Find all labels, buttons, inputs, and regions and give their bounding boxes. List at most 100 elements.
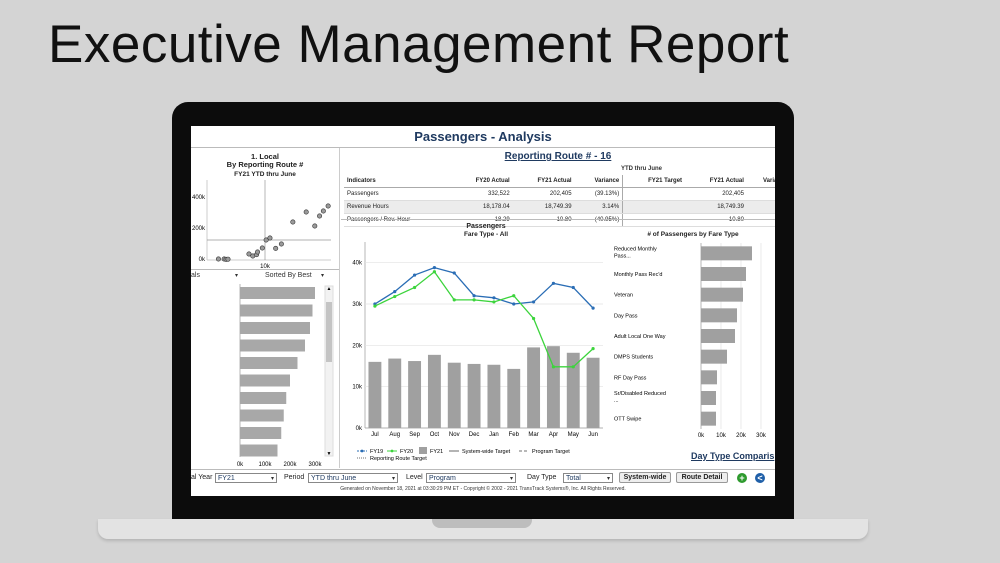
fy19-point	[512, 302, 516, 306]
fy19-point	[571, 285, 575, 290]
combo-chart: 0k 10k 20k 30k 40k Jul Aug Sep Oct Nov Dec Jan Feb Ma…	[352, 242, 603, 462]
route-bar	[240, 427, 282, 439]
fiscal-year-label: al Year	[191, 474, 213, 481]
route-bar	[240, 392, 287, 404]
day-type-select[interactable]: Total ▾	[563, 473, 613, 483]
table-cell: Revenue Hours	[344, 200, 451, 214]
route-bar	[240, 304, 313, 317]
route-bar	[240, 322, 310, 334]
legend-label: Reporting Route Target	[370, 456, 427, 462]
dropdown-arrow-icon[interactable]: ▾	[235, 273, 239, 279]
fy20-point	[492, 300, 496, 304]
day-type-value: Total	[566, 475, 581, 482]
fy21-bar	[546, 346, 560, 428]
scatter-point	[290, 219, 296, 225]
kpi-table: Indicators FY20 Actual FY21 Actual Varia…	[344, 175, 775, 227]
chevron-down-icon: ▾	[606, 476, 610, 482]
scatter-ytick: 0k	[199, 257, 206, 263]
route-bar	[240, 444, 278, 457]
fare-category-label: DMPS Students	[614, 355, 653, 361]
x-tick-label: Jan	[489, 432, 499, 438]
fy20-point	[452, 298, 456, 302]
period-label: Period	[284, 474, 305, 481]
scatter-point	[312, 223, 318, 229]
fare-bar	[701, 329, 735, 343]
table-cell	[746, 213, 775, 227]
fiscal-year-value: FY21	[218, 475, 235, 482]
table-cell: 18,749.39	[512, 200, 575, 214]
scatter-title: FY21 YTD thru June	[234, 171, 296, 178]
table-row: Revenue Hours 18,178.04 18,749.39 3.14% …	[344, 200, 775, 214]
fy19-point	[432, 266, 437, 270]
left-panel-subtitle: By Reporting Route #	[226, 160, 304, 169]
table-bottom-rule	[341, 219, 775, 220]
level-select[interactable]: Program ▾	[426, 473, 516, 483]
route-bar	[240, 339, 305, 352]
table-cell: 18,749.39	[685, 200, 747, 214]
back-icon[interactable]: <	[755, 473, 765, 483]
fare-category-label: Monthly Pass Rec'd	[614, 272, 662, 278]
fare-x-tick: 30k	[756, 433, 767, 439]
route-bar	[240, 287, 315, 299]
fare-bar	[701, 287, 743, 302]
table-cell: 18,178.04	[450, 200, 513, 214]
combo-legend: FY19 FY20 FY21 System-wide Target Progra…	[357, 447, 570, 462]
chevron-down-icon: ▾	[270, 476, 274, 482]
route-detail-button[interactable]: Route Detail	[676, 472, 728, 483]
fiscal-year-select[interactable]: FY21 ▾	[215, 473, 277, 483]
fy21-bar	[527, 347, 541, 428]
scroll-down-icon[interactable]: ▼	[327, 451, 332, 457]
fare-bar	[701, 349, 727, 364]
route-title-link[interactable]: Reporting Route # - 16	[504, 151, 612, 162]
fy20-point	[551, 365, 556, 369]
scroll-up-icon[interactable]: ▲	[327, 286, 332, 292]
fare-category-label: OTT Swipe	[614, 417, 641, 423]
add-icon[interactable]: +	[737, 473, 747, 483]
x-tick-label: Jul	[371, 432, 379, 438]
scatter-point	[303, 209, 309, 215]
fy21-bar	[427, 354, 441, 428]
sort-dropdown[interactable]: Sorted By Best	[265, 272, 312, 279]
x-tick-label: Dec	[469, 432, 480, 438]
dropdown-arrow-icon[interactable]: ▾	[321, 273, 325, 279]
fare-category-label: Day Pass	[614, 313, 638, 319]
fy21-bar	[487, 364, 501, 428]
laptop-base	[98, 519, 868, 539]
fy19-point	[492, 296, 496, 300]
chevron-down-icon: ▾	[391, 476, 395, 482]
fy19-point	[591, 306, 595, 310]
table-group-header: YTD thru June	[621, 166, 663, 172]
y-tick-label: 10k	[352, 385, 363, 391]
fare-category-label: Reduced Monthly Pass...	[614, 246, 657, 259]
fare-x-tick: 10k	[716, 433, 727, 439]
table-cell: Passengers	[344, 187, 451, 201]
route-bar-chart: ▲ ▼ 0k 100k 200k 300k	[237, 284, 334, 468]
fy20-point	[472, 298, 476, 302]
y-tick-label: 40k	[352, 261, 363, 267]
level-label: Level	[406, 474, 423, 481]
fy20-point	[591, 347, 595, 351]
day-type-comparison-link[interactable]: Day Type Comparis	[691, 451, 775, 461]
fy20-point	[393, 294, 397, 299]
fy21-legend-swatch	[419, 447, 427, 454]
fy20-point	[571, 365, 575, 369]
period-select[interactable]: YTD thru June ▾	[308, 473, 398, 483]
scrollbar-thumb[interactable]	[326, 302, 332, 362]
table-cell	[622, 187, 686, 201]
system-wide-button[interactable]: System-wide	[619, 472, 671, 483]
bar-xtick: 0k	[237, 462, 244, 468]
table-cell: 3.14%	[574, 200, 623, 214]
table-cell: (39.13%)	[574, 187, 623, 201]
legend-label: System-wide Target	[462, 449, 511, 455]
route-bar	[240, 357, 298, 369]
x-tick-label: Oct	[430, 432, 440, 438]
scatter-point	[317, 213, 323, 219]
panel-divider	[339, 148, 340, 468]
scatter-point	[278, 241, 284, 247]
route-bar	[240, 409, 284, 422]
fy19-legend-marker	[360, 449, 364, 453]
scrollbar-track[interactable]	[324, 285, 334, 457]
copyright-footer: Generated on November 18, 2021 at 03:30:…	[340, 486, 626, 492]
combo-chart-title: Passengers	[466, 223, 506, 230]
measure-dropdown[interactable]: als	[191, 272, 200, 279]
